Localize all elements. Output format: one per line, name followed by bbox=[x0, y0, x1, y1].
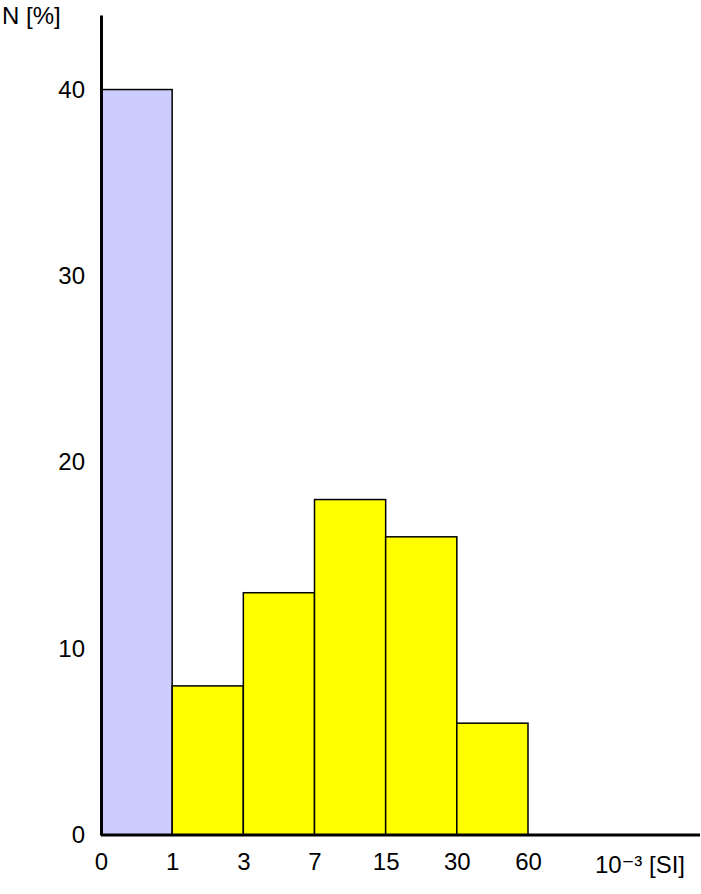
bar bbox=[172, 686, 243, 835]
y-axis: 0 10 20 30 40 bbox=[58, 16, 101, 849]
x-tick: 60 bbox=[515, 835, 542, 875]
x-tick: 0 bbox=[95, 835, 108, 875]
x-axis-line bbox=[101, 834, 700, 837]
y-tick: 40 bbox=[58, 76, 101, 103]
y-tick: 20 bbox=[58, 448, 101, 475]
y-tick-label: 30 bbox=[58, 262, 85, 289]
x-tick: 1 bbox=[166, 835, 179, 875]
y-tick-label: 0 bbox=[72, 821, 85, 848]
x-tick: 3 bbox=[237, 835, 250, 875]
x-tick: 7 bbox=[308, 835, 321, 875]
bar bbox=[101, 90, 172, 835]
y-tick-label: 20 bbox=[58, 448, 85, 475]
bar bbox=[457, 723, 528, 835]
y-tick-label: 10 bbox=[58, 635, 85, 662]
bar bbox=[315, 500, 386, 835]
x-tick-label: 3 bbox=[237, 848, 250, 875]
x-tick-label: 7 bbox=[308, 848, 321, 875]
x-tick: 15 bbox=[373, 835, 400, 875]
y-tick-label: 40 bbox=[58, 76, 85, 103]
x-tick-label: 60 bbox=[515, 848, 542, 875]
x-tick: 30 bbox=[444, 835, 471, 875]
y-tick: 30 bbox=[58, 262, 101, 289]
x-tick-label: 0 bbox=[95, 848, 108, 875]
bars bbox=[101, 90, 528, 835]
x-tick-label: 1 bbox=[166, 848, 179, 875]
y-axis-line bbox=[100, 16, 103, 836]
x-axis-title: 10⁻³ [SI] bbox=[595, 851, 685, 878]
chart: 0 10 20 30 40 0 1 3 7 15 30 60 10⁻³ [SI] N [%] bbox=[0, 0, 701, 894]
x-tick-label: 30 bbox=[444, 848, 471, 875]
y-tick: 10 bbox=[58, 635, 101, 662]
x-tick-label: 15 bbox=[373, 848, 400, 875]
bar bbox=[386, 537, 457, 835]
y-tick: 0 bbox=[72, 821, 101, 848]
y-axis-title: N [%] bbox=[2, 2, 61, 29]
bar bbox=[243, 593, 314, 835]
